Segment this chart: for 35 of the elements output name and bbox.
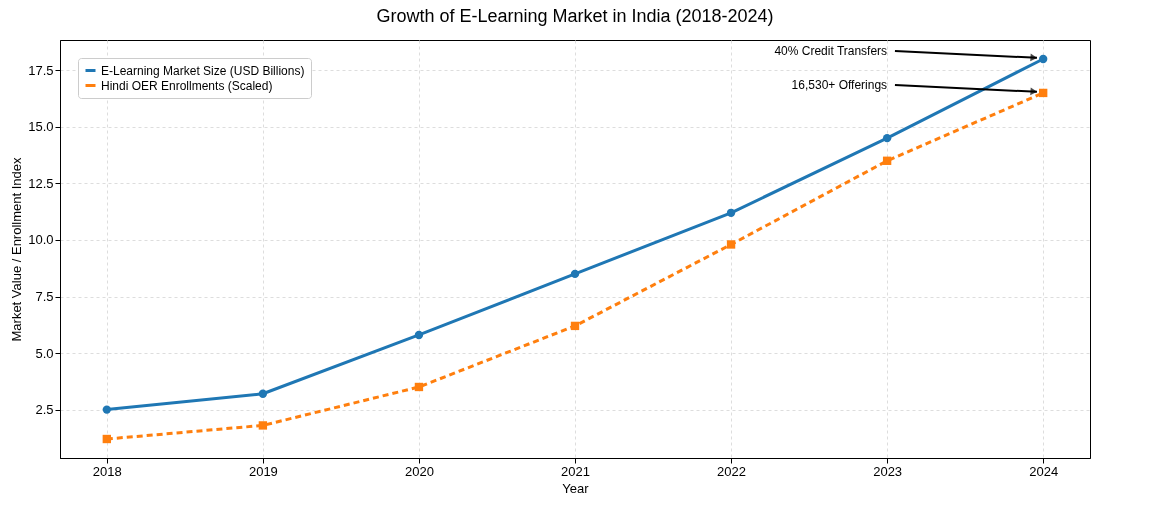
point: [414, 330, 424, 340]
point: [570, 269, 580, 279]
point: [258, 389, 268, 398]
legend-label: Hindi OER Enrollments (Scaled): [101, 78, 273, 93]
annotation: 16,530+ Offerings: [791, 78, 888, 93]
point: [414, 382, 424, 392]
point: [726, 240, 736, 249]
chart-title: Growth of E-Learning Market in India (2018-2024): [376, 6, 774, 26]
x-tick-label: 2023: [873, 463, 903, 479]
y-tick-label: 2.5: [35, 402, 54, 418]
y-tick-label: 5.0: [35, 345, 54, 361]
point: [102, 434, 111, 444]
point: [726, 208, 736, 217]
legend-label: E-Learning Market Size (USD Billions): [101, 63, 305, 78]
y-tick-label: 15.0: [28, 119, 54, 135]
x-axis-title: Year: [562, 480, 590, 496]
point: [1039, 88, 1048, 98]
point: [258, 421, 268, 430]
x-tick-label: 2024: [1029, 463, 1059, 479]
y-tick-label: 12.5: [28, 175, 54, 191]
x-tick-label: 2019: [248, 463, 278, 479]
y-tick-label: 10.0: [28, 232, 54, 248]
x-tick-label: 2018: [92, 463, 122, 479]
annotation: 40% Credit Transfers: [774, 44, 888, 59]
point: [882, 156, 892, 165]
y-tick-label: 17.5: [28, 62, 54, 78]
x-tick-label: 2022: [717, 463, 747, 479]
point: [102, 405, 111, 414]
y-tick-label: 7.5: [35, 289, 54, 304]
point: [882, 133, 892, 143]
point: [570, 321, 580, 331]
x-tick-label: 2021: [561, 463, 590, 479]
point: [1039, 54, 1048, 64]
y-axis-title: Market Value / Enrollment Index: [9, 157, 25, 342]
x-tick-label: 2020: [404, 463, 434, 479]
